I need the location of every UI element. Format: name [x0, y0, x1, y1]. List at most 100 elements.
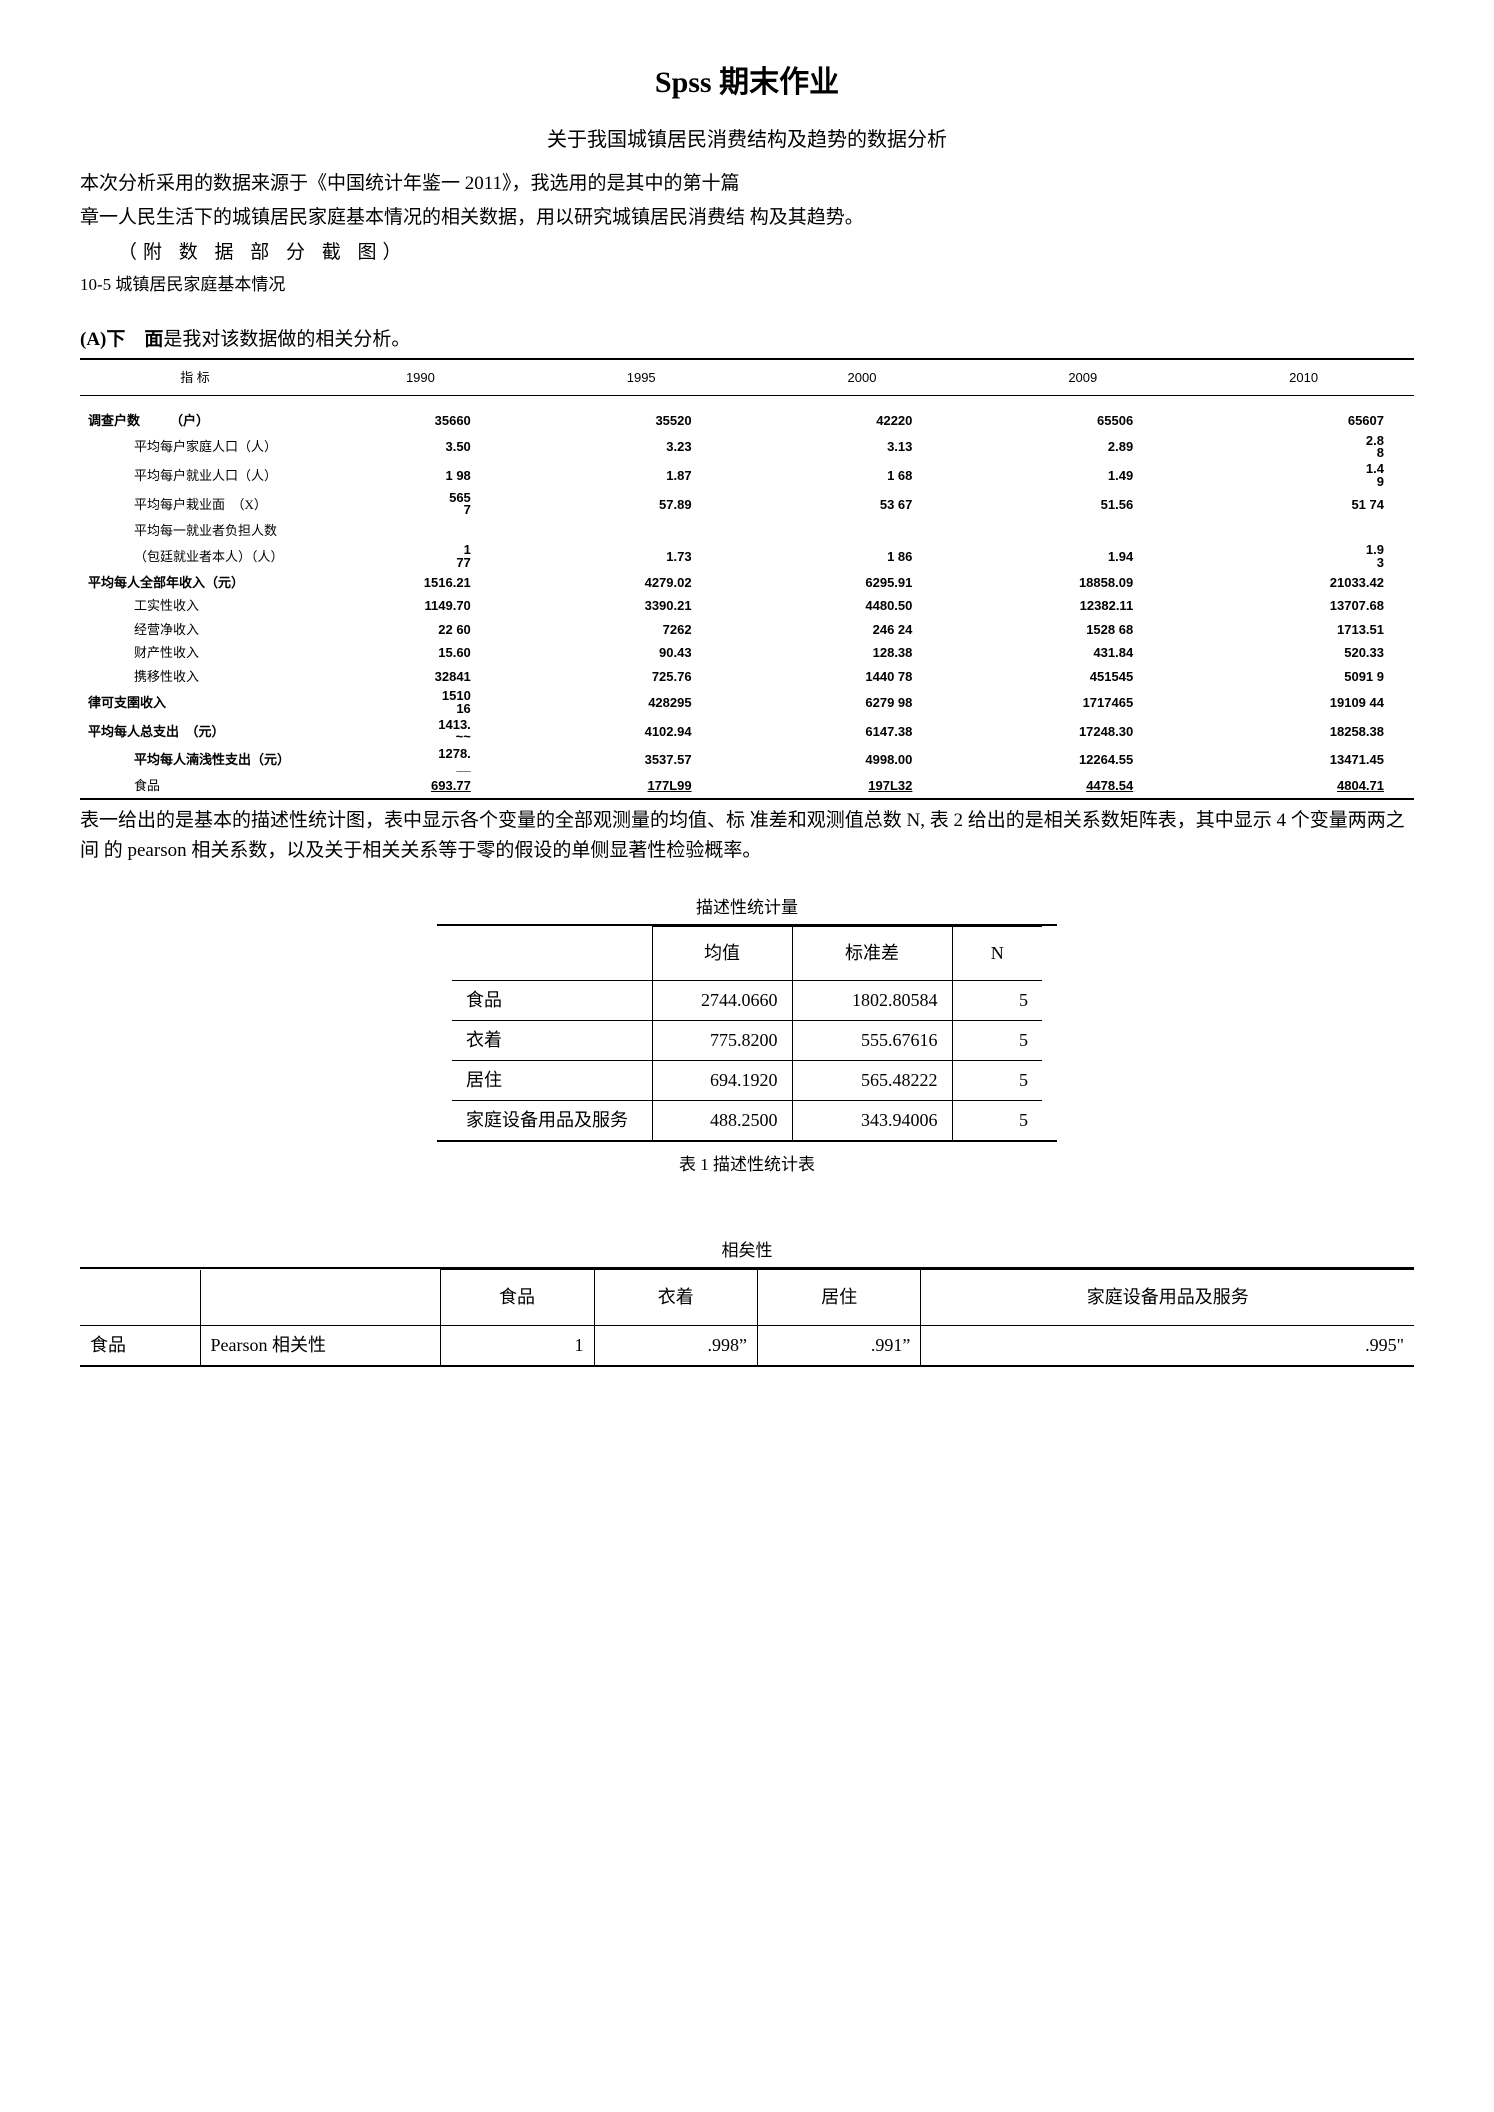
- header-n: N: [952, 927, 1042, 981]
- row-label: 平均每人总支出 （元）: [80, 717, 310, 746]
- cell-value: 13471.45: [1193, 746, 1414, 775]
- cell-value: [972, 519, 1193, 543]
- cell-value: 3390.21: [531, 594, 752, 618]
- table-row: 调查户数（户）3566035520422206550665607: [80, 409, 1414, 433]
- cell-value: 5657: [310, 490, 531, 519]
- cell-value: 1.73: [531, 542, 752, 571]
- desc-stats-caption: 表 1 描述性统计表: [80, 1152, 1414, 1178]
- header-blank: [452, 927, 652, 981]
- cell-value: 431.84: [972, 641, 1193, 665]
- cell-value: 197L32: [752, 774, 973, 799]
- table-row: 携移性收入32841725.761440 784515455091 9: [80, 665, 1414, 689]
- table-source-label: 10-5 城镇居民家庭基本情况: [80, 272, 1414, 298]
- header-2010: 2010: [1193, 359, 1414, 395]
- cell-value: 1.94: [972, 542, 1193, 571]
- cell-value: 18858.09: [972, 571, 1193, 595]
- analysis-paragraph: 表一给出的是基本的描述性统计图，表中显示各个变量的全部观测量的均值、标 准差和观…: [80, 806, 1414, 867]
- cell-value: 1278.__: [310, 746, 531, 775]
- table-row: 平均每户家庭人口（人）3.503.233.132.892.88: [80, 433, 1414, 462]
- table-row: 平均每人湳浅性支出（元）1278.__3537.574998.0012264.5…: [80, 746, 1414, 775]
- row-label: Pearson 相关性: [200, 1326, 440, 1366]
- cell-value: 5: [952, 1021, 1042, 1061]
- row-label: 食品: [452, 981, 652, 1021]
- header-blank1: [80, 1270, 200, 1326]
- cell-value: 53 67: [752, 490, 973, 519]
- cell-value: 520.33: [1193, 641, 1414, 665]
- section-a-mid: 下 面: [106, 329, 163, 350]
- cell-value: 343.94006: [792, 1101, 952, 1141]
- row-label: 居住: [452, 1061, 652, 1101]
- cell-value: 7262: [531, 618, 752, 642]
- cell-value: 21033.42: [1193, 571, 1414, 595]
- cell-value: 4804.71: [1193, 774, 1414, 799]
- table-row: 经营净收入22 607262246 241528 681713.51: [80, 618, 1414, 642]
- cell-value: 3.50: [310, 433, 531, 462]
- row-label: 平均每人全部年收入（元）: [80, 571, 310, 595]
- intro-paragraph-2: 章一人民生活下的城镇居民家庭基本情况的相关数据，用以研究城镇居民消费结 构及其趋…: [80, 203, 1414, 233]
- cell-value: .991”: [757, 1326, 920, 1366]
- row-label: 平均每户栽业面 （X）: [80, 490, 310, 519]
- cell-value: 35520: [531, 409, 752, 433]
- desc-stats-table-wrap: 均值 标准差 N 食品2744.06601802.805845衣着775.820…: [437, 924, 1057, 1142]
- cell-value: 5091 9: [1193, 665, 1414, 689]
- header-1995: 1995: [531, 359, 752, 395]
- cell-value: 5: [952, 1101, 1042, 1141]
- table-row: 平均每户就业人口（人）1 981.871 681.491.49: [80, 461, 1414, 490]
- cell-value: 725.76: [531, 665, 752, 689]
- section-a-text: 是我对该数据做的相关分析。: [163, 329, 410, 350]
- cell-value: 19109 44: [1193, 688, 1414, 717]
- cell-value: 428295: [531, 688, 752, 717]
- cell-value: 17248.30: [972, 717, 1193, 746]
- row-label: 平均每人湳浅性支出（元）: [80, 746, 310, 775]
- row-label: 调查户数（户）: [80, 409, 310, 433]
- cell-value: 51 74: [1193, 490, 1414, 519]
- cell-value: 1717465: [972, 688, 1193, 717]
- cell-value: 15.60: [310, 641, 531, 665]
- table-row: 食品2744.06601802.805845: [452, 981, 1042, 1021]
- cell-value: [1193, 519, 1414, 543]
- cell-value: 6147.38: [752, 717, 973, 746]
- row-label: 食品: [80, 1326, 200, 1366]
- cell-value: 1528 68: [972, 618, 1193, 642]
- cell-value: 775.8200: [652, 1021, 792, 1061]
- cell-value: 1440 78: [752, 665, 973, 689]
- cell-value: 177L99: [531, 774, 752, 799]
- cell-value: 488.2500: [652, 1101, 792, 1141]
- row-label: 平均每一就业者负担人数: [80, 519, 310, 543]
- table-row: 财产性收入15.6090.43128.38431.84520.33: [80, 641, 1414, 665]
- row-label: 经营净收入: [80, 618, 310, 642]
- row-label: （包廷就业者本人）（人）: [80, 542, 310, 571]
- section-a-heading: (A)下 面是我对该数据做的相关分析。: [80, 326, 1414, 355]
- cell-value: 1149.70: [310, 594, 531, 618]
- table-row: 平均每一就业者负担人数: [80, 519, 1414, 543]
- row-label: 食品: [80, 774, 310, 799]
- table-header-row: 食品 衣着 居住 家庭设备用品及服务: [80, 1270, 1414, 1326]
- cell-value: 5: [952, 981, 1042, 1021]
- cell-value: 4998.00: [752, 746, 973, 775]
- cell-value: 51.56: [972, 490, 1193, 519]
- header-indicator: 指 标: [80, 359, 310, 395]
- cell-value: 6279 98: [752, 688, 973, 717]
- desc-stats-table: 均值 标准差 N 食品2744.06601802.805845衣着775.820…: [452, 926, 1042, 1140]
- cell-value: 128.38: [752, 641, 973, 665]
- cell-value: 1: [440, 1326, 594, 1366]
- cell-value: 5: [952, 1061, 1042, 1101]
- cell-value: 3537.57: [531, 746, 752, 775]
- cell-value: 693.77: [310, 774, 531, 799]
- header-housing: 居住: [757, 1270, 920, 1326]
- cell-value: 1516.21: [310, 571, 531, 595]
- section-a-prefix: (A): [80, 329, 106, 350]
- row-label: 平均每户就业人口（人）: [80, 461, 310, 490]
- cell-value: 90.43: [531, 641, 752, 665]
- table-header-row: 均值 标准差 N: [452, 927, 1042, 981]
- cell-value: 22 60: [310, 618, 531, 642]
- cell-value: 1.49: [1193, 461, 1414, 490]
- cell-value: 1713.51: [1193, 618, 1414, 642]
- cell-value: 1413.~~: [310, 717, 531, 746]
- header-1990: 1990: [310, 359, 531, 395]
- cell-value: [752, 519, 973, 543]
- table-row: 食品693.77177L99197L324478.544804.71: [80, 774, 1414, 799]
- cell-value: 3.23: [531, 433, 752, 462]
- intro-paragraph-1: 本次分析采用的数据来源于《中国统计年鉴一 2011》，我选用的是其中的第十篇: [80, 169, 1414, 199]
- header-mean: 均值: [652, 927, 792, 981]
